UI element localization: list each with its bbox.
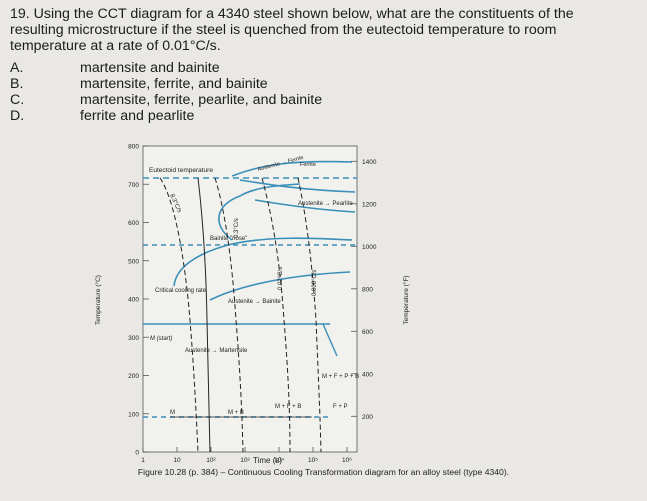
right-tick-label: 400 [362, 371, 373, 378]
label-m: M [170, 410, 175, 416]
left-tick-label: 200 [128, 373, 139, 380]
label-bainite-nose: Bainite "nose" [210, 236, 247, 242]
left-tick-label: 500 [128, 258, 139, 265]
question-line: 19. Using the CCT diagram for a 4340 ste… [10, 6, 574, 22]
plot-frame [142, 145, 358, 453]
option-text: martensite, ferrite, and bainite [80, 76, 268, 92]
option-text: ferrite and pearlite [80, 108, 195, 124]
option-d: D. ferrite and pearlite [10, 108, 322, 124]
option-letter: C. [10, 92, 25, 108]
label-austenite-martensite: Austenite → Martensite [185, 348, 248, 354]
left-tick-label: 100 [128, 411, 139, 418]
right-tick-label: 200 [362, 414, 373, 421]
left-axis: 0 100 200 300 400 500 600 700 800 [128, 144, 149, 457]
left-tick-label: 300 [128, 335, 139, 342]
option-a: A. martensite and bainite [10, 60, 322, 76]
x-tick-label: 10⁴ [274, 457, 284, 464]
cooling-curve-0-3 [214, 177, 244, 453]
critical-cooling-curve [197, 177, 211, 453]
answer-options: A. martensite and bainite B. martensite, f… [10, 60, 322, 124]
option-letter: A. [10, 60, 24, 76]
option-text: martensite and bainite [80, 60, 220, 76]
right-axis: 200 400 600 800 1000 1200 1400 [351, 159, 377, 421]
pearlite-start-curve [239, 179, 356, 193]
left-tick-label: 600 [128, 220, 139, 227]
label-austenite-bainite: Austenite → Bainite [228, 299, 281, 305]
rate-label-0-006: 0.006°C/s [312, 270, 318, 296]
cooling-curve-0-02 [261, 177, 291, 453]
label-m-start: M (start) [150, 336, 172, 342]
label-eutectoid: Eutectoid temperature [149, 167, 213, 174]
option-b: B. martensite, ferrite, and bainite [10, 76, 322, 92]
bainite-start-curve [173, 237, 353, 287]
option-letter: D. [10, 108, 25, 124]
right-tick-label: 1400 [362, 159, 377, 166]
y-axis-label-left: Temperature (°C) [94, 275, 102, 325]
bainite-finish-curve [209, 271, 351, 301]
question-line: temperature at a rate of 0.01°C/s. [10, 38, 221, 54]
x-tick-label: 10² [206, 457, 216, 464]
left-tick-label: 700 [128, 182, 139, 189]
figure-caption: Figure 10.28 (p. 384) – Continuous Cooli… [137, 467, 510, 477]
x-axis: 1 10 10² 10³ 10⁴ 10⁵ 10⁶ [141, 447, 352, 464]
x-tick-label: 1 [141, 457, 145, 464]
rate-label-0-3: 0.3°C/s [234, 218, 240, 238]
right-tick-label: 1000 [362, 244, 377, 251]
label-m-f-b: M + F + B [275, 404, 301, 410]
x-tick-label: 10⁶ [342, 457, 352, 464]
label-m-f-p-b: M + F + P + B [322, 374, 359, 380]
label-f-p: F + P [333, 404, 348, 410]
option-text: martensite, ferrite, pearlite, and baini… [80, 92, 323, 108]
label-ferrite: Ferrite [300, 162, 316, 168]
x-axis-label: Time (s) [253, 456, 283, 465]
rate-label-0-02: 0.02°C/s [278, 267, 284, 290]
cooling-curve-0-006 [297, 177, 322, 453]
option-letter: B. [10, 76, 24, 92]
x-tick-label: 10³ [240, 457, 250, 464]
label-austenite-pearlite: Austenite → Pearlite [298, 201, 353, 207]
label-m-b: M + B [228, 410, 244, 416]
option-c: C. martensite, ferrite, pearlite, and bai… [10, 92, 322, 108]
m-start-line-right [322, 323, 338, 357]
pearlite-finish-curve [254, 199, 356, 213]
x-tick-label: 10 [173, 457, 181, 464]
right-tick-label: 600 [362, 329, 373, 336]
ferrite-start-curve [231, 160, 353, 177]
right-tick-label: 800 [362, 286, 373, 293]
question-text: 19. Using the CCT diagram for a 4340 ste… [10, 6, 640, 54]
x-tick-label: 10⁵ [308, 457, 318, 464]
left-tick-label: 400 [128, 297, 139, 304]
right-tick-label: 1200 [362, 201, 377, 208]
bainite-nose-curve [218, 183, 301, 241]
left-tick-label: 800 [128, 144, 139, 151]
cooling-curve-8-3 [159, 177, 199, 453]
question-line: resulting microstructure if the steel is… [10, 22, 557, 38]
y-axis-label-right: Temperature (°F) [402, 275, 410, 324]
left-tick-label: 0 [135, 450, 139, 457]
label-critical-rate: Critical cooling rate [155, 288, 207, 294]
